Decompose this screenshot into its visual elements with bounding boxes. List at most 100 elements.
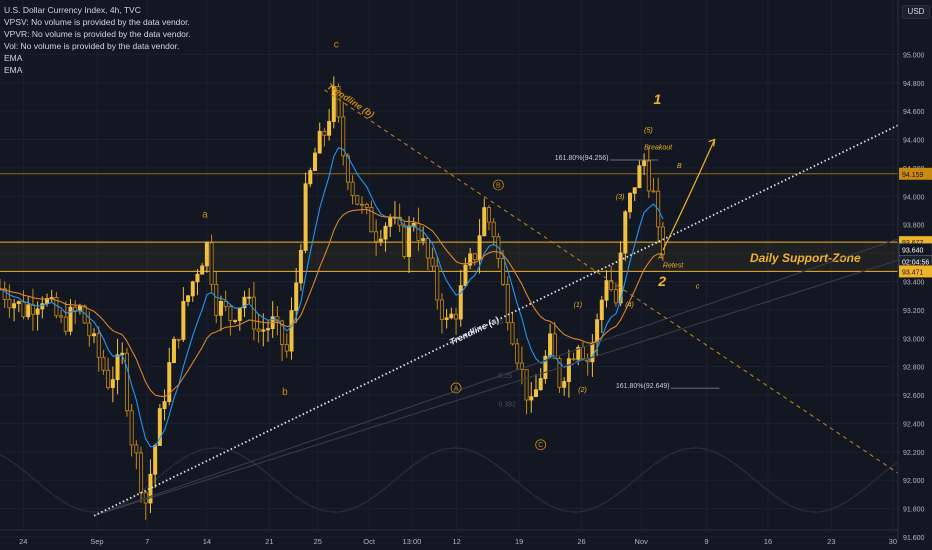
annotation-label: b xyxy=(282,387,288,398)
y-tick-label: 92.000 xyxy=(903,478,925,485)
candle-body xyxy=(477,235,482,261)
candle-body xyxy=(369,206,374,233)
x-tick-label: 12 xyxy=(453,537,461,546)
x-tick-label: 25 xyxy=(314,537,322,546)
candle-body xyxy=(30,304,35,315)
circled-wave-marker xyxy=(535,439,547,451)
candle-body xyxy=(2,288,7,300)
candle-body xyxy=(510,322,515,345)
candle-body xyxy=(186,295,191,302)
candle-body xyxy=(623,211,628,254)
candle-body xyxy=(242,296,247,309)
candle-body xyxy=(374,231,379,242)
candle-body xyxy=(557,358,562,388)
ema-slow-line xyxy=(0,208,663,398)
candle-body xyxy=(599,299,604,321)
candle-body xyxy=(153,445,158,475)
candle-body xyxy=(181,301,186,340)
annotation-label: A xyxy=(657,254,663,261)
x-tick-label: Sep xyxy=(90,537,103,546)
candle-body xyxy=(590,342,595,363)
candle-body xyxy=(209,242,214,285)
candle-body xyxy=(214,283,219,316)
candle-body xyxy=(223,301,228,308)
candle-body xyxy=(110,379,115,388)
candle-body xyxy=(12,303,17,309)
x-tick-label: 9 xyxy=(704,537,708,546)
projection-arrowhead xyxy=(708,138,716,147)
candle-body xyxy=(628,192,633,213)
candle-body xyxy=(486,207,491,223)
candle-body xyxy=(364,203,369,208)
circled-wave-marker xyxy=(492,179,504,191)
candle-body xyxy=(124,352,129,412)
candle-body xyxy=(162,401,167,409)
faint-fan-line xyxy=(93,259,899,517)
y-tick-label: 93.000 xyxy=(903,336,925,343)
annotation-label: c xyxy=(334,39,339,50)
candle-body xyxy=(317,130,322,154)
y-tick-label: 93.800 xyxy=(903,223,925,230)
candle-body xyxy=(430,257,435,267)
candle-body xyxy=(604,280,609,301)
candle-body xyxy=(435,265,440,301)
candle-body xyxy=(49,297,54,299)
candle-body xyxy=(120,352,125,356)
candle-body xyxy=(407,225,412,257)
y-tick-label: 93.200 xyxy=(903,308,925,315)
candle-body xyxy=(566,358,571,382)
candle-body xyxy=(454,313,459,320)
candles xyxy=(0,76,665,520)
candle-body xyxy=(139,452,144,494)
trendline-a xyxy=(93,124,899,517)
candle-body xyxy=(106,369,111,388)
faint-fan-line xyxy=(93,238,899,517)
candle-body xyxy=(388,217,393,227)
candle-body xyxy=(632,187,637,194)
candle-body xyxy=(167,362,172,402)
candle-body xyxy=(204,242,209,267)
annotation-label: a xyxy=(202,210,208,221)
candle-body xyxy=(501,258,506,285)
y-tick-label: 94.600 xyxy=(903,109,925,116)
candle-body xyxy=(519,362,524,370)
annotation-label: (5) xyxy=(644,127,653,134)
y-tick-label: 94.800 xyxy=(903,81,925,88)
time-axis: 24 Sep 7 14 21 25 Oct 13:00 12 19 26 Nov 9 16 23 30 xyxy=(0,529,898,546)
candle-body xyxy=(416,222,421,241)
candle-body xyxy=(529,396,534,401)
candle-body xyxy=(294,282,299,311)
y-tick-label: 95.000 xyxy=(903,52,925,59)
candle-body xyxy=(646,160,651,192)
candle-body xyxy=(176,338,181,341)
x-tick-label: 23 xyxy=(827,537,835,546)
x-tick-label: 24 xyxy=(19,537,27,546)
x-tick-label: 13:00 xyxy=(403,537,422,546)
candle-body xyxy=(660,226,665,255)
annotation-label: 1 xyxy=(654,91,662,107)
candle-body xyxy=(92,333,97,337)
candle-body xyxy=(233,320,238,322)
candle-body xyxy=(350,181,355,197)
candle-body xyxy=(355,195,360,205)
currency-unit-label[interactable]: USD xyxy=(902,5,930,19)
candle-body xyxy=(148,473,153,504)
candle-body xyxy=(439,299,444,320)
candle-body xyxy=(275,316,280,322)
x-tick-label: 21 xyxy=(265,537,273,546)
candle-body xyxy=(237,307,242,321)
candle-body xyxy=(444,317,449,320)
x-tick-label: Nov xyxy=(635,537,649,546)
candle-body xyxy=(402,224,407,257)
candle-body xyxy=(313,152,318,171)
candle-body xyxy=(247,296,252,299)
candle-body xyxy=(538,378,543,391)
candle-body xyxy=(115,354,120,381)
candle-body xyxy=(261,329,266,332)
annotation-label: Breakout xyxy=(644,144,673,151)
annotation-label: (1) xyxy=(574,302,583,309)
candle-body xyxy=(228,306,233,321)
candle-body xyxy=(482,207,487,237)
